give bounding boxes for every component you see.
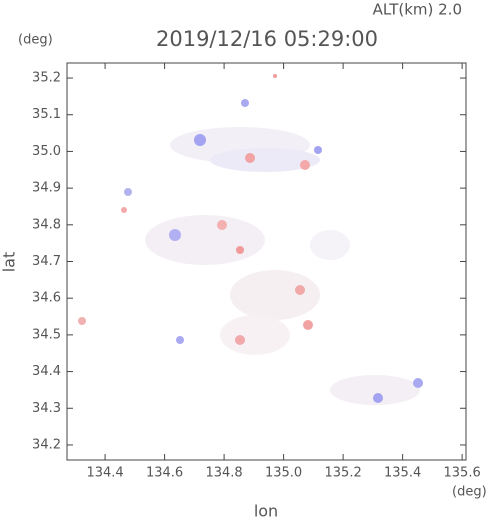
x-tick-label: 134.8	[205, 466, 242, 481]
y-unit: (deg)	[18, 33, 53, 48]
echo-cell	[194, 134, 206, 146]
x-unit: (deg)	[452, 485, 487, 500]
echo-cell	[121, 207, 127, 213]
y-tick-label: 34.4	[32, 364, 61, 379]
y-axis-label: lat	[0, 252, 19, 273]
echo-cell	[169, 229, 181, 241]
x-tick-label: 135.6	[444, 466, 481, 481]
echo-patch	[310, 230, 350, 260]
echo-cell	[124, 188, 132, 196]
x-tick-label: 134.6	[146, 466, 183, 481]
echo-patch	[220, 315, 290, 355]
echo-patch	[230, 270, 320, 320]
echo-cell	[303, 320, 313, 330]
y-tick-label: 34.8	[32, 217, 61, 232]
y-tick-label: 34.3	[32, 401, 61, 416]
y-tick-label: 35.1	[32, 107, 61, 122]
x-tick-label: 135.0	[265, 466, 302, 481]
echo-cell	[300, 160, 310, 170]
echo-cell	[217, 220, 227, 230]
y-tick-label: 34.9	[32, 181, 61, 196]
y-tick-label: 34.7	[32, 254, 61, 269]
echo-cell	[235, 335, 245, 345]
echo-cell	[295, 285, 305, 295]
echo-cell	[413, 378, 423, 388]
echo-cell	[176, 336, 184, 344]
echo-cell	[273, 74, 277, 78]
echo-cell	[373, 393, 383, 403]
y-tick-label: 35.2	[32, 71, 61, 86]
y-tick-label: 34.2	[32, 437, 61, 452]
x-axis-label: lon	[254, 502, 278, 521]
x-tick-label: 134.4	[86, 466, 123, 481]
echo-cell	[241, 99, 249, 107]
echo-patch	[145, 215, 265, 265]
x-tick-label: 135.4	[384, 466, 421, 481]
echo-patch	[210, 148, 320, 172]
y-tick-label: 34.6	[32, 291, 61, 306]
echo-field	[78, 74, 423, 405]
y-tick-label: 34.5	[32, 327, 61, 342]
chart-title: 2019/12/16 05:29:00	[156, 27, 378, 51]
x-tick-label: 135.2	[325, 466, 362, 481]
echo-cell	[314, 146, 322, 154]
echo-patch	[330, 375, 420, 405]
y-tick-label: 35.0	[32, 144, 61, 159]
echo-cell	[236, 246, 244, 254]
echo-cell	[78, 317, 86, 325]
subtitle: ALT(km) 2.0	[373, 1, 462, 19]
echo-cell	[245, 153, 255, 163]
